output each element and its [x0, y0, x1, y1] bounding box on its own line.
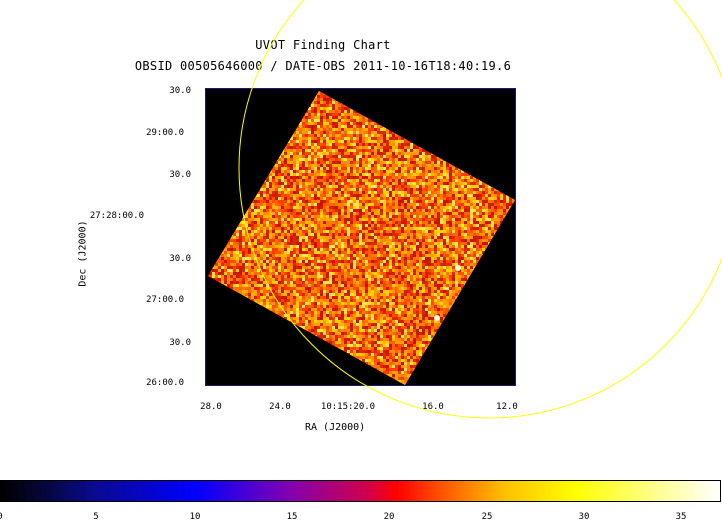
chart-subtitle: OBSID 00505646000 / DATE-OBS 2011-10-16T… — [0, 59, 684, 73]
y-tick-label: 30.0 — [111, 338, 191, 348]
y-tick-label: 30.0 — [111, 170, 191, 180]
bright-source — [455, 265, 461, 271]
x-tick-label: 16.0 — [393, 402, 473, 412]
y-tick-label: 27:00.0 — [104, 295, 184, 305]
image-panel — [205, 88, 516, 386]
y-axis-title: Dec (J2000) — [78, 220, 89, 286]
x-tick-label: 10:15:20.0 — [308, 402, 388, 412]
chart-title: UVOT Finding Chart — [0, 38, 684, 52]
colorbar — [0, 480, 721, 502]
y-tick-label: 30.0 — [111, 86, 191, 96]
y-tick-label: 27:28:00.0 — [64, 211, 144, 221]
bright-source — [434, 315, 440, 321]
x-tick-label: 28.0 — [171, 402, 251, 412]
x-axis-title: RA (J2000) — [305, 422, 365, 433]
y-tick-label: 30.0 — [111, 254, 191, 264]
x-tick-label: 12.0 — [467, 402, 547, 412]
y-tick-label: 29:00.0 — [104, 128, 184, 138]
noise-pixels — [206, 89, 516, 386]
uvot-image — [206, 89, 516, 386]
y-tick-label: 26:00.0 — [104, 378, 184, 388]
